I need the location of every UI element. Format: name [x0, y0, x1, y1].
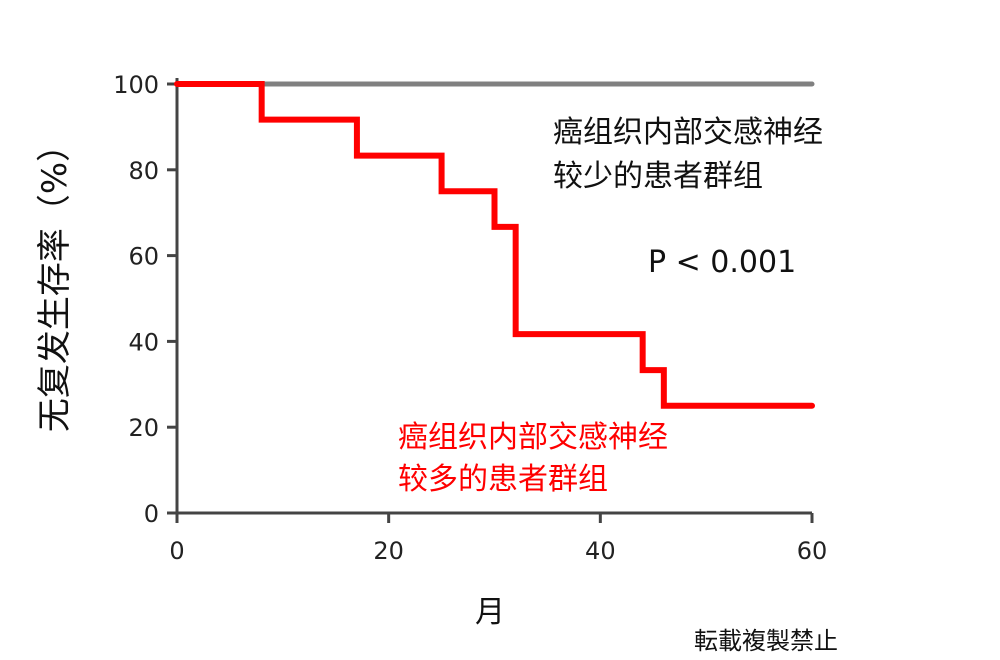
series-layer [174, 81, 815, 409]
y-tick-label: 100 [113, 71, 159, 99]
annotation-low-group-line1: 癌组织内部交感神经 [553, 115, 823, 150]
y-tick-label: 20 [128, 414, 159, 442]
x-ticks: 0 20 40 60 [169, 513, 827, 565]
annotation-high-group-line1: 癌组织内部交感神经 [398, 420, 668, 455]
y-tick-label: 80 [128, 157, 159, 185]
series-line-high-group [174, 81, 815, 409]
y-tick-label: 40 [128, 328, 159, 356]
x-tick-label: 20 [373, 537, 404, 565]
x-axis-title: 月 [475, 595, 505, 630]
annotation-p-value: P < 0.001 [648, 245, 796, 280]
annotation-low-group-line2: 较少的患者群组 [553, 159, 763, 194]
x-tick-label: 0 [169, 537, 184, 565]
x-tick-label: 60 [797, 537, 828, 565]
annotation-high-group-line2: 较多的患者群组 [398, 462, 608, 497]
y-tick-label: 60 [128, 243, 159, 271]
x-tick-label: 40 [585, 537, 616, 565]
y-ticks: 0 20 40 60 80 100 [113, 71, 177, 528]
axes [175, 78, 812, 515]
y-tick-label: 0 [144, 500, 159, 528]
watermark-text: 転載複製禁止 [694, 627, 838, 655]
y-axis-title: 无复发生存率（%） [35, 128, 75, 432]
